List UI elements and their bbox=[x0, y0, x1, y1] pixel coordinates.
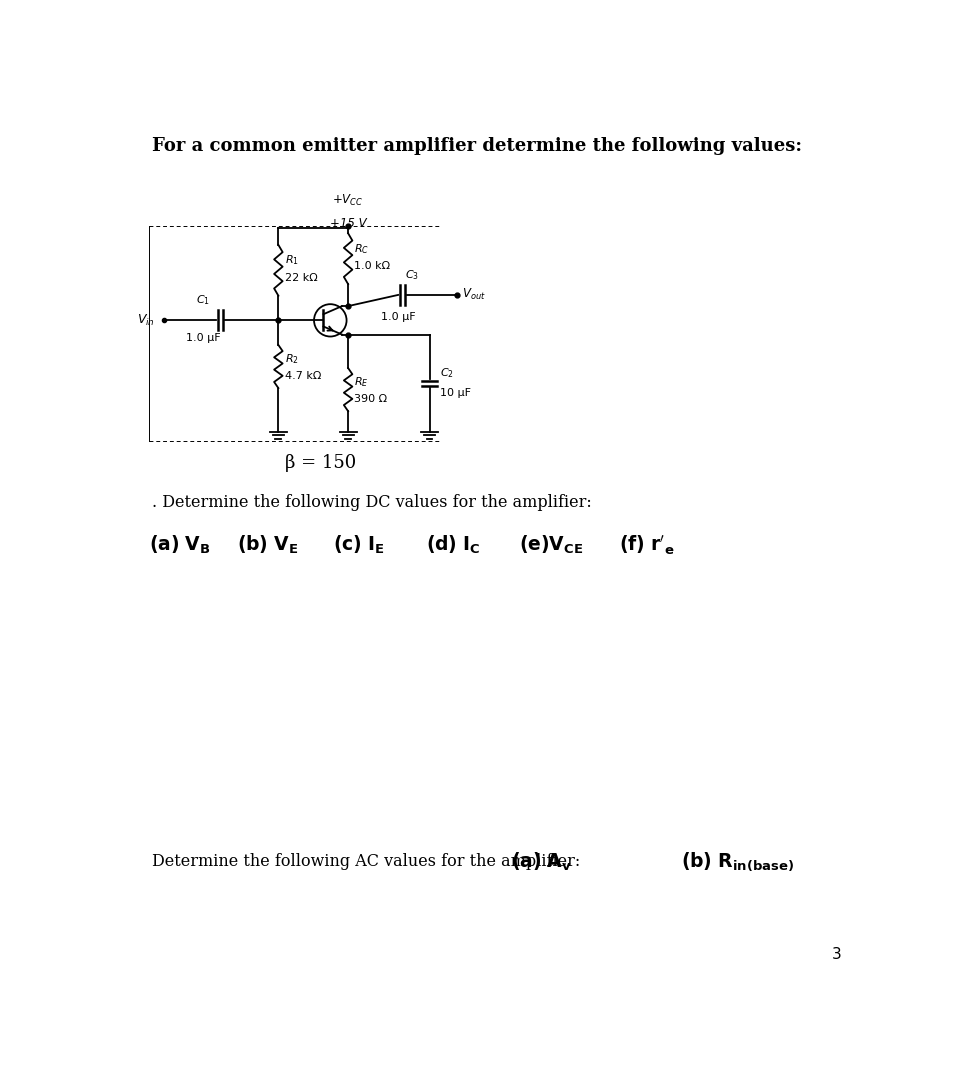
Text: $R_1$: $R_1$ bbox=[285, 253, 298, 267]
Text: $C_2$: $C_2$ bbox=[440, 367, 453, 380]
Text: 4.7 kΩ: 4.7 kΩ bbox=[285, 371, 321, 381]
Text: $R_C$: $R_C$ bbox=[355, 242, 369, 255]
Text: $\mathbf{(a)\ V_B}$: $\mathbf{(a)\ V_B}$ bbox=[149, 533, 210, 556]
Text: $R_2$: $R_2$ bbox=[285, 352, 298, 365]
Text: β = 150: β = 150 bbox=[286, 454, 357, 471]
Text: 1.0 kΩ: 1.0 kΩ bbox=[355, 262, 390, 272]
Text: $\mathbf{(e)V_{CE}}$: $\mathbf{(e)V_{CE}}$ bbox=[518, 533, 583, 556]
Text: 1.0 μF: 1.0 μF bbox=[381, 312, 416, 322]
Text: $\mathbf{(a)\ A_v}$: $\mathbf{(a)\ A_v}$ bbox=[511, 851, 572, 873]
Text: $C_1$: $C_1$ bbox=[196, 293, 210, 308]
Text: $\mathbf{(b)\ V_E}$: $\mathbf{(b)\ V_E}$ bbox=[237, 533, 298, 556]
Text: Determine the following AC values for the amplifier:: Determine the following AC values for th… bbox=[152, 853, 580, 871]
Text: $\mathbf{(c)\ I_E}$: $\mathbf{(c)\ I_E}$ bbox=[333, 533, 384, 556]
Text: $R_E$: $R_E$ bbox=[355, 375, 369, 388]
Text: $C_3$: $C_3$ bbox=[404, 268, 419, 281]
Text: +$V_{CC}$: +$V_{CC}$ bbox=[333, 193, 364, 208]
Text: 3: 3 bbox=[832, 947, 841, 961]
Text: $\mathbf{(b)\ R_{in(base)}}$: $\mathbf{(b)\ R_{in(base)}}$ bbox=[682, 851, 794, 873]
Text: 390 Ω: 390 Ω bbox=[355, 394, 387, 404]
Text: $\mathbf{(f)\ r'_e}$: $\mathbf{(f)\ r'_e}$ bbox=[619, 533, 675, 556]
Text: For a common emitter amplifier determine the following values:: For a common emitter amplifier determine… bbox=[152, 136, 802, 155]
Text: 22 kΩ: 22 kΩ bbox=[285, 273, 317, 283]
Text: 1.0 μF: 1.0 μF bbox=[185, 334, 221, 344]
Text: $V_{in}$: $V_{in}$ bbox=[138, 313, 155, 328]
Text: . Determine the following DC values for the amplifier:: . Determine the following DC values for … bbox=[152, 494, 592, 512]
Text: +15 V: +15 V bbox=[330, 217, 366, 230]
Text: $\mathbf{(d)\ I_C}$: $\mathbf{(d)\ I_C}$ bbox=[425, 533, 480, 556]
Text: $V_{out}$: $V_{out}$ bbox=[462, 287, 486, 302]
Text: 10 μF: 10 μF bbox=[440, 388, 470, 398]
